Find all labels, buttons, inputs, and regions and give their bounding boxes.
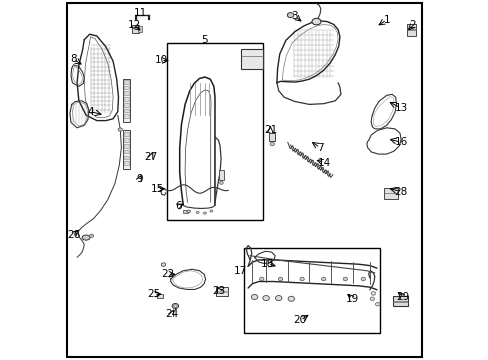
Text: 11: 11: [134, 8, 147, 18]
Ellipse shape: [263, 296, 269, 301]
Ellipse shape: [209, 210, 212, 212]
Bar: [123, 86, 129, 89]
Ellipse shape: [219, 181, 223, 184]
Ellipse shape: [343, 277, 347, 281]
Bar: [244, 248, 379, 333]
Ellipse shape: [172, 303, 178, 309]
Text: 20: 20: [293, 315, 306, 325]
Bar: [123, 109, 129, 112]
Ellipse shape: [259, 277, 264, 281]
Bar: [123, 114, 129, 118]
Text: 22: 22: [161, 269, 174, 279]
Bar: [123, 161, 129, 165]
Ellipse shape: [278, 277, 282, 281]
Ellipse shape: [311, 18, 320, 25]
Bar: [123, 150, 129, 153]
Bar: [132, 25, 139, 33]
Bar: [138, 26, 142, 32]
Bar: [167, 43, 262, 220]
Text: 5: 5: [201, 35, 208, 45]
Text: 21: 21: [263, 125, 277, 135]
Bar: [268, 133, 275, 141]
Ellipse shape: [369, 297, 374, 301]
Ellipse shape: [196, 211, 199, 213]
Text: 4: 4: [87, 107, 94, 117]
Text: 2: 2: [409, 20, 415, 30]
Text: 15: 15: [150, 184, 163, 194]
Text: 26: 26: [67, 230, 80, 240]
Bar: [182, 210, 187, 213]
Text: 25: 25: [147, 289, 160, 299]
Text: 14: 14: [317, 158, 330, 168]
Text: 29: 29: [395, 292, 408, 302]
Text: 18: 18: [261, 258, 274, 269]
Ellipse shape: [287, 296, 294, 301]
Bar: [123, 91, 129, 95]
Bar: [219, 170, 223, 180]
Text: 12: 12: [127, 20, 141, 30]
Ellipse shape: [173, 305, 177, 307]
Ellipse shape: [321, 277, 325, 281]
Text: 23: 23: [212, 286, 225, 296]
Bar: [123, 156, 129, 159]
Bar: [123, 97, 129, 101]
Bar: [123, 144, 129, 148]
Text: 10: 10: [154, 55, 167, 66]
Bar: [407, 24, 415, 36]
Text: 7: 7: [316, 143, 323, 153]
Text: 1: 1: [383, 15, 389, 25]
Text: 17: 17: [234, 266, 247, 276]
Text: 19: 19: [345, 294, 358, 304]
Ellipse shape: [118, 128, 122, 131]
Bar: [122, 79, 130, 122]
Bar: [241, 49, 263, 69]
Ellipse shape: [287, 13, 293, 18]
Ellipse shape: [299, 277, 304, 281]
Ellipse shape: [82, 235, 90, 240]
Text: 27: 27: [144, 152, 157, 162]
Ellipse shape: [203, 212, 206, 214]
Ellipse shape: [269, 142, 274, 146]
Text: 16: 16: [394, 137, 407, 147]
Ellipse shape: [370, 292, 375, 295]
Text: 13: 13: [394, 103, 407, 113]
Bar: [123, 138, 129, 142]
Text: 8: 8: [70, 54, 77, 64]
Ellipse shape: [251, 294, 257, 300]
Text: 9: 9: [136, 174, 142, 184]
Text: 3: 3: [291, 11, 298, 21]
Text: 6: 6: [175, 201, 182, 211]
Bar: [123, 132, 129, 136]
Bar: [122, 130, 130, 169]
Bar: [123, 103, 129, 107]
Ellipse shape: [161, 263, 165, 266]
Text: 24: 24: [165, 309, 178, 319]
Text: 28: 28: [394, 186, 407, 197]
Bar: [123, 80, 129, 84]
Ellipse shape: [375, 302, 379, 306]
Bar: [157, 294, 163, 298]
Ellipse shape: [89, 234, 94, 238]
Bar: [215, 287, 228, 296]
Bar: [384, 188, 397, 199]
Ellipse shape: [275, 296, 282, 301]
Ellipse shape: [186, 210, 190, 212]
Bar: [392, 296, 407, 306]
Ellipse shape: [361, 277, 365, 281]
